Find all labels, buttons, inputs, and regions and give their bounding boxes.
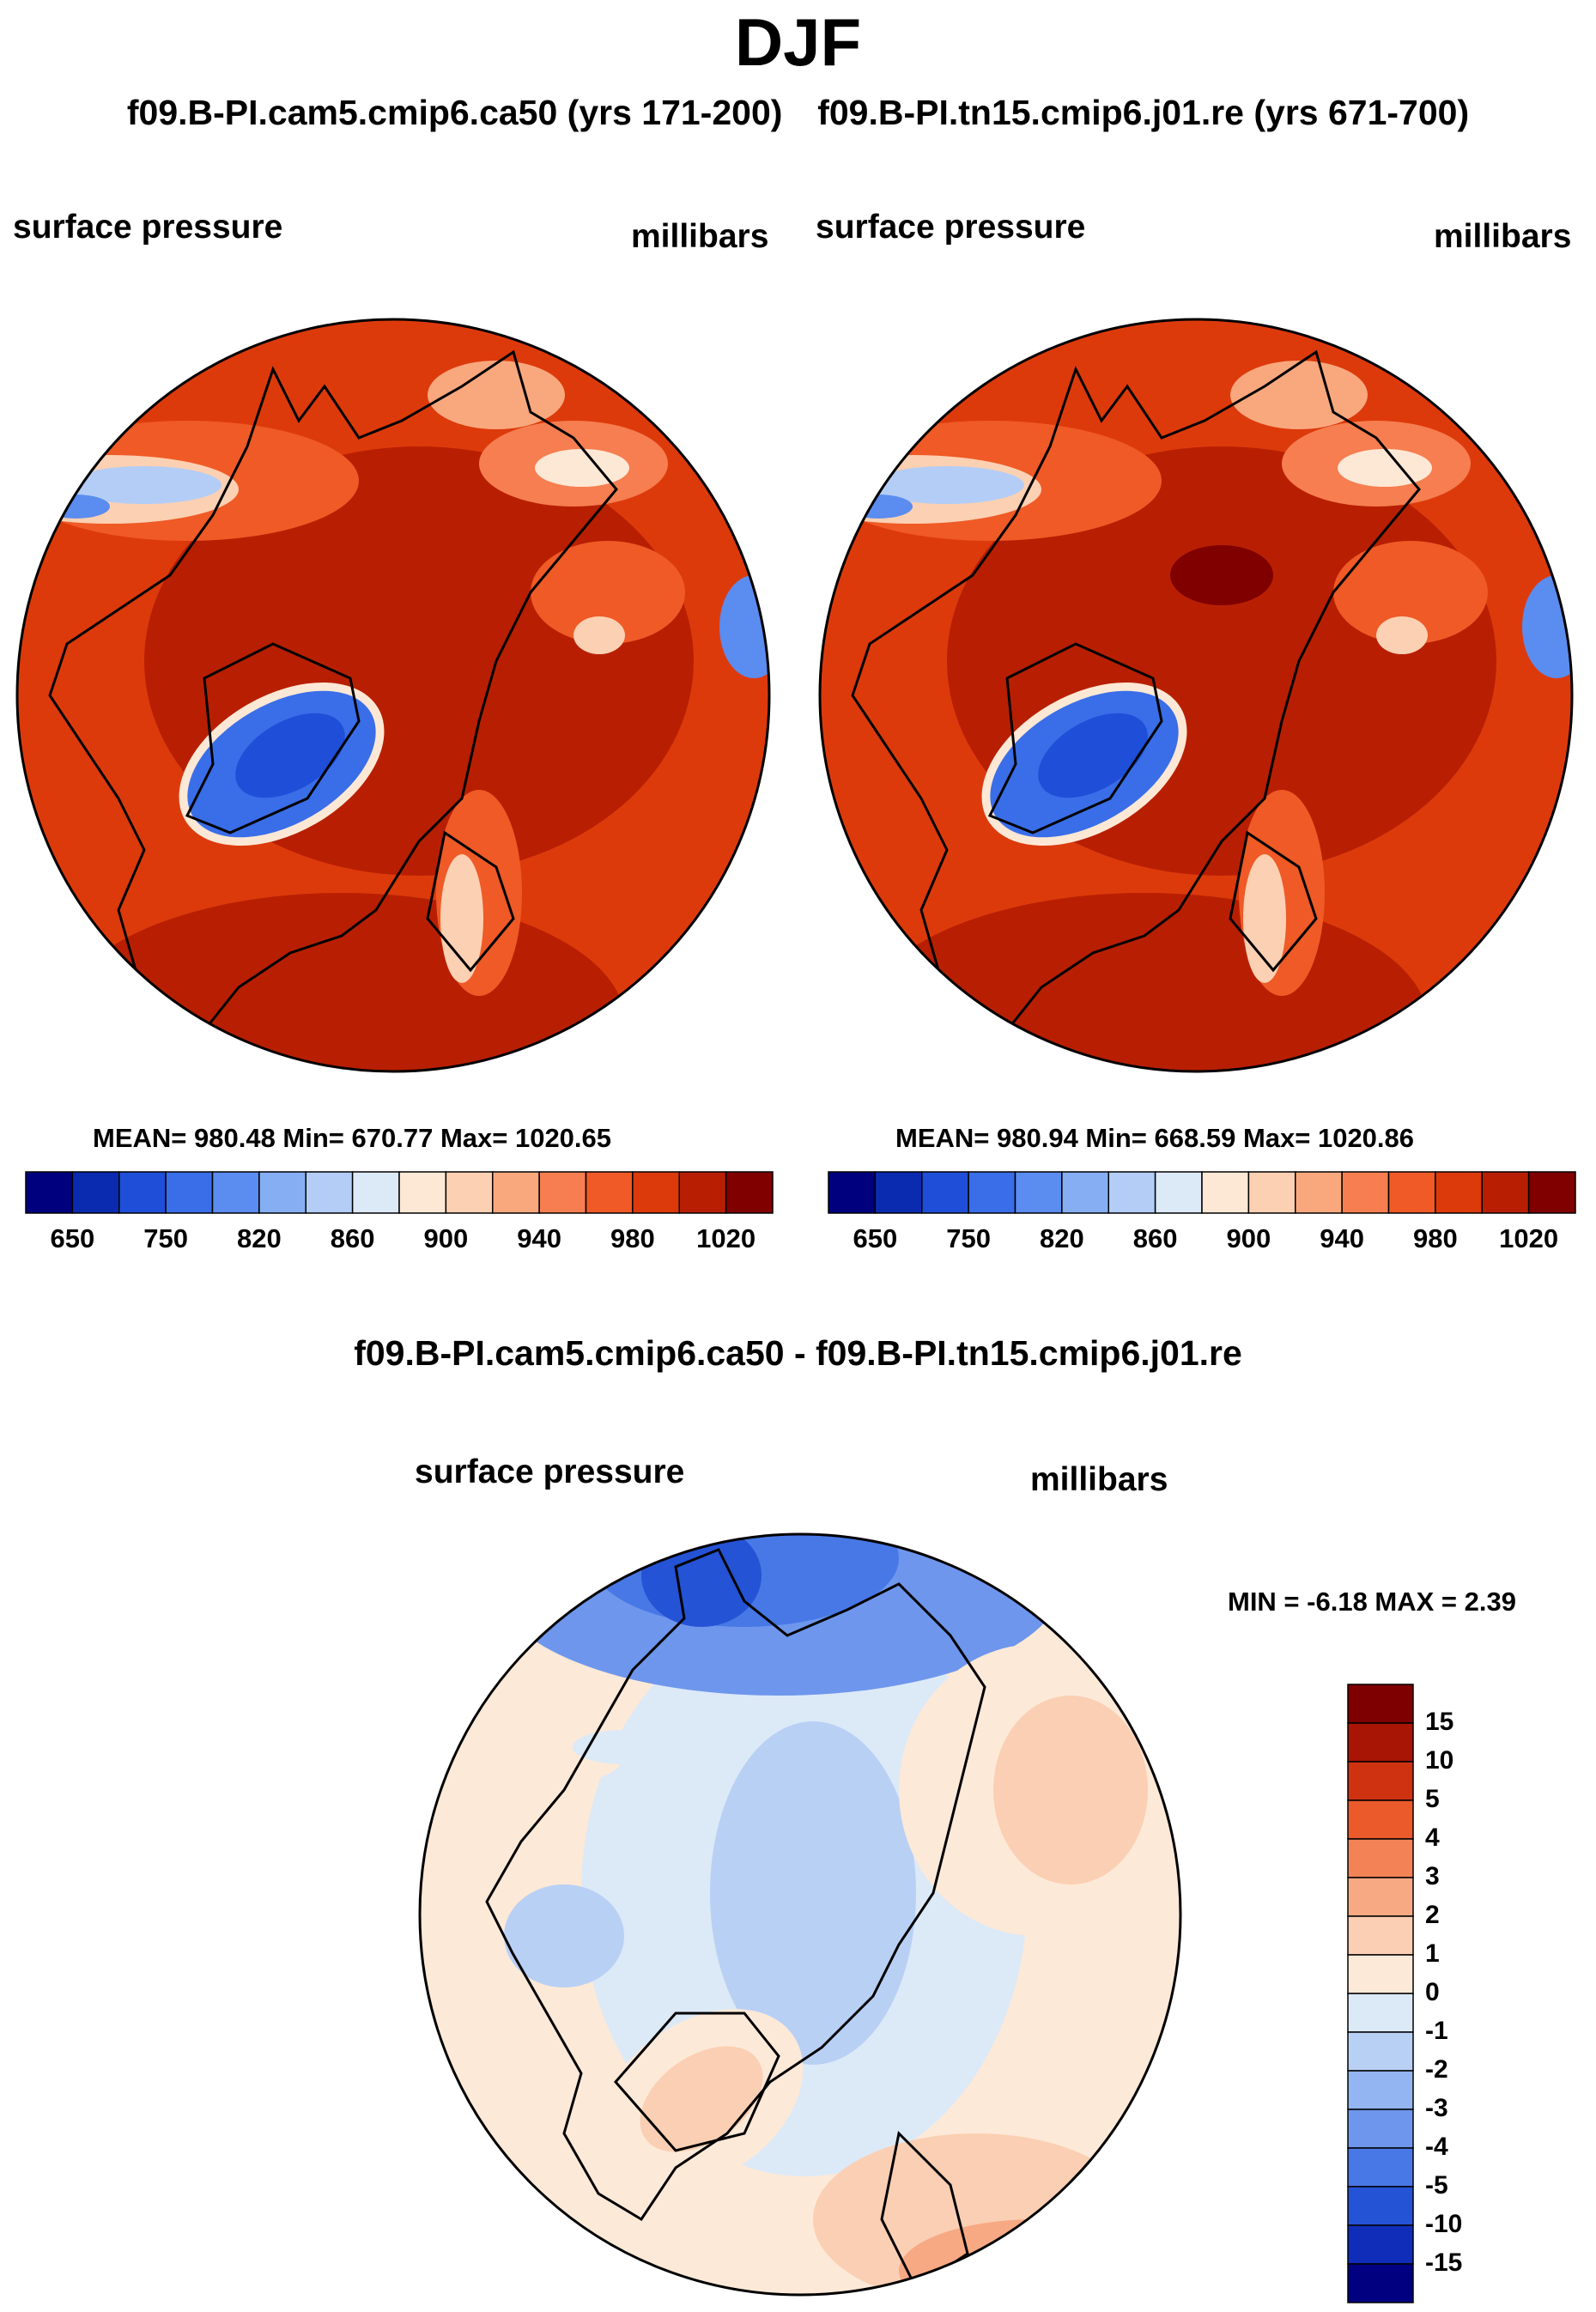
colorbar-tick-label: 5 [1425,1785,1440,1813]
colorbar-box [1347,2109,1414,2149]
colorbar-box [1347,1915,1414,1956]
diff-colorbar [1347,1684,1414,2303]
colorbar-box [1347,1761,1414,1801]
colorbar-tick-label: -15 [1425,2248,1463,2277]
colorbar-tick-label: 2 [1425,1901,1440,1929]
colorbar-box [1347,2224,1414,2265]
colorbar-box [1014,1171,1063,1214]
colorbar-tick-label: 820 [1040,1223,1084,1253]
right-case-title: f09.B-PI.tn15.cmip6.j01.re (yrs 671-700) [817,93,1470,132]
left-colorbar [25,1171,774,1214]
colorbar-box [1295,1171,1343,1214]
right-variable-label: surface pressure [816,209,1086,246]
colorbar-tick-label: -4 [1425,2133,1448,2161]
colorbar-tick-label: 1 [1425,1939,1440,1968]
left-units-label: millibars [631,218,769,255]
colorbar-box [1347,1684,1414,1724]
diff-map [418,1532,1182,2297]
diff-units-label: millibars [1030,1461,1168,1498]
colorbar-tick-label: 860 [330,1223,375,1253]
left-case-title: f09.B-PI.cam5.cmip6.ca50 (yrs 171-200) [126,93,783,132]
colorbar-box [1107,1171,1156,1214]
right-stats: MEAN= 980.94 Min= 668.59 Max= 1020.86 [895,1123,1415,1153]
colorbar-box [1347,1799,1414,1840]
colorbar-tick-label: 750 [946,1223,991,1253]
colorbar-box [351,1171,400,1214]
left-variable-label: surface pressure [13,209,283,246]
colorbar-tick-label: 4 [1425,1824,1440,1852]
figure-title: DJF [734,4,862,80]
right-units-label: millibars [1434,218,1572,255]
left-stats: MEAN= 980.48 Min= 670.77 Max= 1020.65 [93,1123,612,1153]
colorbar-box [492,1171,540,1214]
colorbar-tick-label: 900 [423,1223,469,1253]
case-titles: f09.B-PI.cam5.cmip6.ca50 (yrs 171-200) f… [0,93,1596,133]
colorbar-box [921,1171,969,1214]
colorbar-box [1347,2186,1414,2226]
diff-variable-label: surface pressure [415,1453,685,1490]
colorbar-box [1347,1877,1414,1917]
colorbar-box [1154,1171,1203,1214]
colorbar-box [118,1171,167,1214]
colorbar-tick-label: 980 [610,1223,655,1253]
diff-title: f09.B-PI.cam5.cmip6.ca50 - f09.B-PI.tn15… [354,1333,1242,1373]
colorbar-box [1201,1171,1250,1214]
colorbar-box [211,1171,260,1214]
colorbar-tick-label: -3 [1425,2094,1448,2122]
colorbar-tick-label: 650 [853,1223,898,1253]
colorbar-box [1347,2031,1414,2072]
colorbar-box [1247,1171,1296,1214]
colorbar-box [1061,1171,1109,1214]
colorbar-box [678,1171,727,1214]
colorbar-box [398,1171,447,1214]
colorbar-tick-label: -10 [1425,2210,1463,2238]
colorbar-box [1347,2070,1414,2110]
colorbar-box [71,1171,120,1214]
colorbar-box [1347,2147,1414,2188]
colorbar-box [585,1171,634,1214]
colorbar-tick-label: 940 [517,1223,561,1253]
colorbar-tick-label: 750 [143,1223,188,1253]
colorbar-box [165,1171,214,1214]
colorbar-box [1527,1171,1576,1214]
colorbar-box [828,1171,877,1214]
colorbar-box [1347,1722,1414,1763]
colorbar-tick-label: -2 [1425,2055,1448,2084]
right-colorbar [828,1171,1576,1214]
colorbar-box [258,1171,306,1214]
colorbar-box [725,1171,774,1214]
colorbar-tick-label: 650 [50,1223,95,1253]
colorbar-tick-label: 1020 [696,1223,756,1253]
colorbar-box [874,1171,923,1214]
diff-stats: MIN = -6.18 MAX = 2.39 [1228,1587,1516,1617]
colorbar-box [968,1171,1016,1214]
colorbar-box [1347,2263,1414,2303]
colorbar-box [1347,1993,1414,2033]
colorbar-tick-label: 15 [1425,1708,1454,1736]
colorbar-box [1347,1838,1414,1878]
left-map [15,318,771,1073]
colorbar-box [25,1171,74,1214]
colorbar-tick-label: 820 [237,1223,282,1253]
colorbar-box [1341,1171,1390,1214]
colorbar-tick-label: -5 [1425,2171,1448,2200]
colorbar-tick-label: -1 [1425,2017,1448,2045]
colorbar-tick-label: 980 [1413,1223,1458,1253]
colorbar-box [632,1171,680,1214]
colorbar-tick-label: 10 [1425,1746,1454,1775]
colorbar-box [305,1171,354,1214]
colorbar-box [538,1171,587,1214]
colorbar-box [1387,1171,1436,1214]
colorbar-tick-label: 900 [1226,1223,1271,1253]
colorbar-tick-label: 3 [1425,1862,1440,1890]
colorbar-tick-label: 860 [1132,1223,1178,1253]
colorbar-box [1481,1171,1530,1214]
colorbar-tick-label: 1020 [1499,1223,1559,1253]
colorbar-box [1347,1954,1414,1994]
right-map [818,318,1574,1073]
colorbar-tick-label: 0 [1425,1978,1440,2006]
colorbar-tick-label: 940 [1320,1223,1364,1253]
colorbar-box [1435,1171,1483,1214]
colorbar-box [445,1171,494,1214]
